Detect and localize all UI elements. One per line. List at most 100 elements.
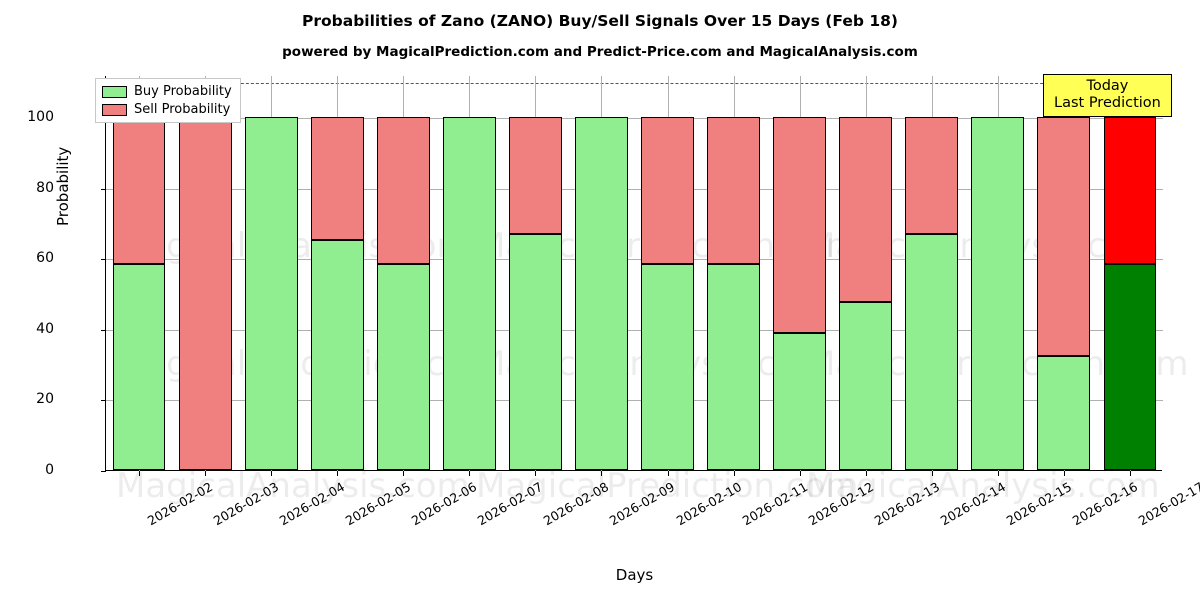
- x-tick-label: 2026-02-10: [673, 479, 744, 529]
- bar-column: [442, 75, 496, 470]
- y-tick-label: 40: [36, 320, 54, 337]
- bar-column: [839, 75, 893, 470]
- bar-segment-buy: [112, 263, 166, 470]
- y-tick-label: 0: [45, 462, 54, 478]
- x-tick-mark: [601, 471, 603, 476]
- bar-segment-buy: [971, 117, 1025, 470]
- bar-column: [244, 75, 298, 470]
- x-tick-mark: [1063, 471, 1065, 476]
- bar-column: [773, 75, 827, 470]
- x-axis-label: Days: [615, 566, 654, 584]
- x-tick-mark: [997, 471, 999, 476]
- bar-column: [1037, 75, 1091, 470]
- x-tick-mark: [865, 471, 867, 476]
- x-tick-label: 2026-02-02: [144, 479, 216, 529]
- bar-segment-sell: [178, 117, 232, 470]
- bar-column: [1103, 75, 1157, 470]
- bar-segment-sell: [310, 117, 364, 241]
- x-tick-mark: [799, 471, 801, 476]
- x-tick-label: 2026-02-17: [1135, 479, 1200, 529]
- bar-segment-buy: [442, 117, 496, 470]
- bar-segment-sell: [707, 117, 760, 265]
- bar-segment-buy: [905, 233, 959, 470]
- x-tick-mark: [733, 471, 735, 476]
- legend-item-buy: Buy Probability: [102, 84, 232, 99]
- bar-segment-sell: [112, 117, 166, 264]
- today-annotation: Today Last Prediction: [1043, 74, 1172, 118]
- gridline-horizontal: [106, 118, 1163, 120]
- x-tick-label: 2026-02-04: [276, 479, 348, 529]
- bar-column: [178, 75, 232, 470]
- x-tick-mark: [403, 471, 405, 476]
- gridline-horizontal: [106, 259, 1163, 261]
- plot-area: MagicalAnalysis.comMagicalPrediction.com…: [27, 75, 1200, 584]
- y-tick-mark: [101, 400, 106, 402]
- reference-line: [106, 83, 1163, 85]
- x-tick-label: 2026-02-12: [805, 479, 876, 529]
- x-tick-mark: [469, 471, 471, 476]
- bar-column: [905, 75, 959, 470]
- bar-column: [641, 75, 694, 470]
- y-axis-label: Probability: [54, 146, 72, 226]
- x-tick-label: 2026-02-05: [342, 479, 414, 529]
- watermark-text: MagicalPrediction.com: [116, 344, 499, 384]
- x-tick-mark: [931, 471, 933, 476]
- y-tick-label: 60: [36, 250, 54, 267]
- bar-segment-buy: [244, 117, 298, 470]
- bar-segment-buy: [1037, 355, 1091, 470]
- x-tick-label: 2026-02-15: [1003, 479, 1074, 529]
- gridline-horizontal: [106, 329, 1163, 331]
- bar-column: [508, 75, 562, 470]
- legend-item-sell: Sell Probability: [102, 102, 232, 117]
- gridline-horizontal: [106, 400, 1163, 402]
- bar-segment-buy: [773, 333, 827, 470]
- bar-column: [310, 75, 364, 470]
- today-annotation-line1: Today: [1086, 78, 1129, 94]
- x-tick-label: 2026-02-09: [607, 479, 678, 529]
- gridline-horizontal: [106, 188, 1163, 190]
- bar-column: [575, 75, 628, 470]
- bar-column: [112, 75, 166, 470]
- bar-segment-buy: [376, 263, 430, 470]
- y-tick-mark: [101, 188, 106, 190]
- legend-label-sell: Sell Probability: [134, 102, 231, 117]
- x-tick-label: 2026-02-06: [409, 479, 480, 529]
- bar-segment-buy: [707, 264, 760, 470]
- legend-label-buy: Buy Probability: [134, 84, 232, 99]
- bar-segment-buy: [310, 240, 364, 470]
- x-tick-label: 2026-02-11: [739, 479, 810, 529]
- bar-segment-sell: [773, 117, 827, 334]
- x-tick-mark: [535, 471, 537, 476]
- bar-segment-buy: [1103, 263, 1157, 470]
- x-tick-mark: [667, 471, 669, 476]
- chart-title: Probabilities of Zano (ZANO) Buy/Sell Si…: [301, 12, 898, 30]
- x-tick-mark: [337, 471, 339, 476]
- bar-segment-sell: [641, 117, 694, 264]
- x-tick-mark: [139, 471, 141, 476]
- bar-segment-sell: [1103, 117, 1157, 264]
- bar-segment-buy: [575, 117, 628, 470]
- x-tick-label: 2026-02-14: [937, 479, 1008, 529]
- y-tick-label: 100: [27, 109, 54, 126]
- y-tick-mark: [101, 471, 106, 472]
- x-tick-label: 2026-02-13: [871, 479, 942, 529]
- bar-column: [376, 75, 430, 470]
- bar-segment-sell: [376, 117, 430, 264]
- bar-segment-buy: [508, 233, 562, 470]
- bar-segment-sell: [839, 117, 893, 303]
- y-tick-mark: [101, 329, 106, 331]
- legend-swatch-buy: [102, 85, 127, 98]
- x-tick-label: 2026-02-08: [541, 479, 612, 529]
- bar-segment-sell: [508, 117, 562, 234]
- chart-legend: Buy Probability Sell Probability: [95, 78, 241, 123]
- y-tick-label: 20: [36, 391, 54, 408]
- bar-column: [707, 75, 760, 470]
- y-tick-label: 80: [36, 179, 54, 196]
- x-tick-label: 2026-02-03: [210, 479, 282, 529]
- x-tick-label: 2026-02-16: [1069, 479, 1141, 529]
- x-tick-mark: [1129, 471, 1131, 476]
- bar-segment-sell: [905, 117, 959, 234]
- today-annotation-line2: Last Prediction: [1054, 95, 1161, 112]
- chart-subtitle: powered by MagicalPrediction.com and Pre…: [282, 44, 918, 60]
